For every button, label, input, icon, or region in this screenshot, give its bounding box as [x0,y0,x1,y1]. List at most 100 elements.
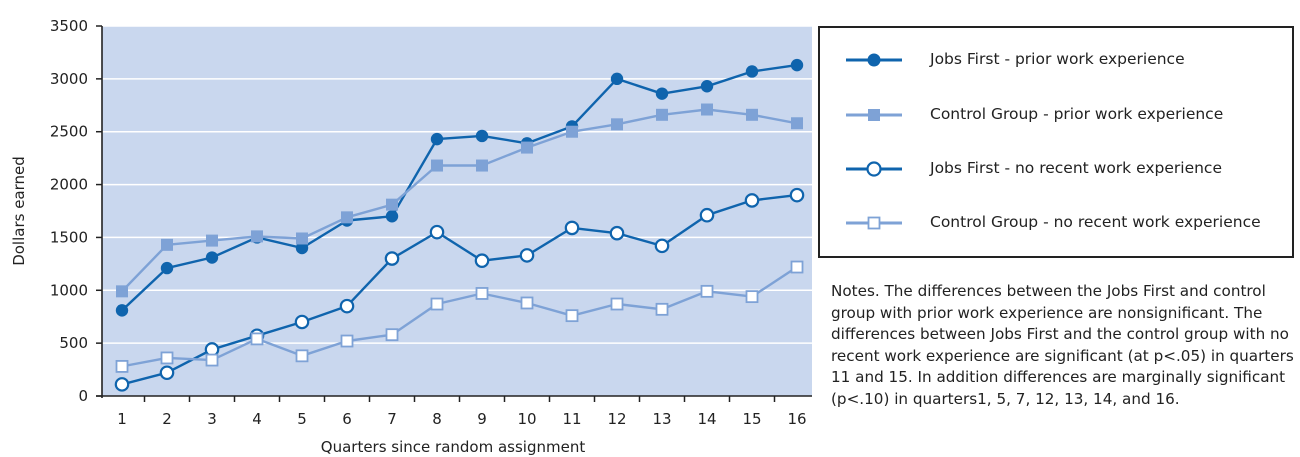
data-point [114,377,130,392]
data-point [296,232,308,245]
legend-marker-filled-circle-icon [846,53,902,67]
data-point [701,103,713,116]
data-point [159,365,175,381]
data-point [474,253,490,268]
data-point [430,297,444,311]
x-tick-label: 1 [117,410,127,428]
legend: Jobs First - prior work experience Contr… [818,26,1294,258]
data-point [385,210,399,223]
y-tick-label: 500 [59,334,88,352]
x-tick-label: 8 [432,410,442,428]
data-point [745,290,759,304]
x-tick-label: 6 [342,410,352,428]
x-tick-label: 10 [517,410,536,428]
legend-item-jobs-first-prior: Jobs First - prior work experience [820,45,1290,75]
x-tick-label: 12 [607,410,626,428]
series-line [121,193,798,386]
x-tick-label: 15 [742,410,761,428]
series-3 [114,187,805,392]
x-tick-label: 16 [787,410,806,428]
legend-item-control-no-recent: Control Group - no recent work experienc… [820,208,1290,238]
data-point [115,359,129,373]
data-point [654,238,670,254]
data-point [475,129,489,143]
gridlines [102,25,812,344]
x-tick-label: 4 [252,410,262,428]
data-point [430,132,444,146]
notes-text: Notes. The differences between the Jobs … [831,282,1294,408]
x-tick-label: 14 [697,410,716,428]
data-point [790,58,804,72]
data-point [476,159,488,172]
x-tick-label: 3 [207,410,217,428]
y-tick-label: 3000 [50,70,88,88]
y-tick-label: 3500 [50,17,88,35]
data-point [791,117,803,130]
legend-label: Jobs First - no recent work experience [930,159,1222,177]
data-point [385,328,399,342]
y-tick-label: 2000 [50,176,88,194]
series-2 [116,103,803,298]
data-point [610,72,624,86]
legend-marker-open-square-icon [846,216,902,230]
data-point [655,87,669,100]
series-line [121,265,798,368]
series-line [121,108,798,293]
data-point [384,251,400,266]
data-point [656,108,668,121]
data-point [251,230,263,243]
data-point [161,238,173,251]
data-point [250,332,264,346]
data-point [611,118,623,131]
x-tick-label: 2 [162,410,172,428]
data-point [790,260,804,274]
data-point [566,125,578,138]
data-point [160,261,174,275]
y-tick-label: 0 [78,387,88,405]
data-point [564,220,580,236]
data-point [565,309,579,323]
x-tick-label: 5 [297,410,307,428]
legend-item-jobs-first-no-recent: Jobs First - no recent work experience [820,154,1290,184]
data-point [745,65,759,78]
data-point [295,241,309,255]
data-point [429,224,445,240]
legend-label: Control Group - no recent work experienc… [930,213,1261,231]
series-line [121,63,798,312]
data-point [340,334,354,348]
data-point [699,207,715,223]
data-point [339,298,355,314]
data-point [789,187,805,203]
data-point [431,159,443,172]
x-tick-label: 7 [387,410,397,428]
y-tick-label: 1000 [50,281,88,299]
data-point [521,141,533,154]
y-axis-title: Dollars earned [10,156,28,266]
data-point [746,108,758,121]
data-point [115,304,129,317]
data-point [519,248,535,263]
data-point [609,225,625,241]
legend-item-control-prior: Control Group - prior work experience [820,100,1290,130]
legend-label: Jobs First - prior work experience [930,50,1185,68]
data-point [205,251,219,264]
data-point [744,193,760,208]
legend-marker-filled-square-icon [846,109,902,121]
data-point [116,285,128,298]
data-point [475,287,489,300]
legend-label: Control Group - prior work experience [930,105,1224,123]
data-point [610,297,624,311]
x-tick-label: 13 [652,410,671,428]
series-4 [115,260,804,373]
data-point [700,80,714,93]
x-tick-label: 11 [562,410,581,428]
data-point [655,302,669,316]
series-group [114,58,805,392]
data-point [700,284,714,298]
data-point [520,296,534,310]
legend-marker-open-circle-icon [846,161,902,177]
data-point [205,353,219,367]
axes [96,25,812,402]
